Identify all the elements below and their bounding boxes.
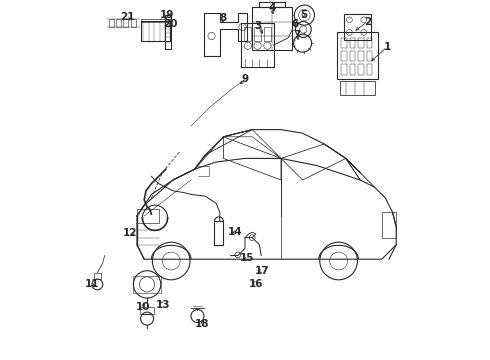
Bar	[344, 14, 371, 40]
Bar	[341, 64, 347, 75]
Bar	[94, 273, 101, 279]
Bar	[382, 212, 396, 238]
Text: 7: 7	[294, 30, 301, 40]
Bar	[141, 19, 170, 22]
Bar	[350, 64, 355, 75]
Text: 14: 14	[228, 227, 242, 237]
Text: 12: 12	[123, 228, 138, 238]
Text: 19: 19	[159, 10, 174, 20]
Bar	[165, 15, 171, 49]
Bar	[358, 38, 364, 48]
Text: 9: 9	[242, 74, 248, 84]
Bar	[242, 23, 274, 67]
Bar	[130, 19, 136, 27]
Bar	[367, 51, 372, 61]
Bar	[341, 38, 347, 48]
Text: 4: 4	[269, 3, 276, 13]
Bar	[252, 7, 292, 50]
Bar	[254, 27, 261, 41]
Text: 11: 11	[85, 279, 99, 289]
Bar	[341, 81, 374, 95]
Bar	[341, 51, 347, 61]
Bar	[337, 32, 378, 79]
Bar	[350, 51, 355, 61]
Text: 8: 8	[219, 13, 226, 23]
Bar	[245, 27, 251, 41]
Bar	[358, 51, 364, 61]
Bar	[350, 38, 355, 48]
Bar	[215, 221, 223, 245]
Bar	[367, 64, 372, 75]
Bar	[358, 64, 364, 75]
Text: 10: 10	[136, 302, 151, 312]
Text: 3: 3	[254, 21, 261, 31]
Bar	[141, 21, 170, 41]
Text: 5: 5	[300, 10, 307, 20]
Text: 13: 13	[156, 300, 170, 310]
Text: 16: 16	[249, 279, 264, 289]
Text: 17: 17	[255, 266, 270, 276]
Bar	[367, 38, 372, 48]
Bar	[109, 19, 114, 27]
Bar	[123, 19, 128, 27]
Bar	[264, 27, 271, 41]
Bar	[140, 307, 154, 314]
Bar	[116, 19, 121, 27]
Bar	[137, 209, 159, 223]
Bar	[133, 276, 161, 293]
Text: 21: 21	[120, 12, 134, 22]
Text: 2: 2	[364, 17, 371, 27]
Text: 18: 18	[196, 319, 210, 329]
Text: 20: 20	[163, 19, 177, 30]
Text: 6: 6	[291, 19, 298, 30]
Text: 15: 15	[240, 253, 254, 264]
Text: 1: 1	[384, 42, 391, 52]
